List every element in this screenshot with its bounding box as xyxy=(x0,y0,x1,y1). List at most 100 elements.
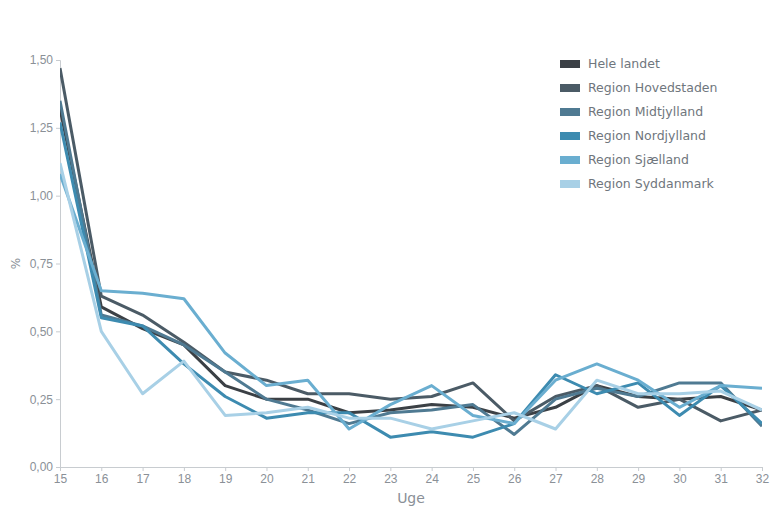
x-tick: 15 xyxy=(54,467,68,486)
chart: 15 16 17 18 19 20 21 22 23 24 25 26 27 28 29 30 31 32 0,00… xyxy=(0,0,770,513)
series-line xyxy=(60,122,762,437)
x-tick-label: 19 xyxy=(219,472,233,486)
legend-label: Region Hovedstaden xyxy=(588,80,717,95)
x-tick-mark xyxy=(597,467,598,471)
series-line xyxy=(60,174,762,429)
x-tick-label: 30 xyxy=(673,472,687,486)
legend-swatch xyxy=(560,156,580,164)
y-tick: 1,00 xyxy=(30,189,60,203)
y-tick-mark xyxy=(56,467,60,468)
x-tick: 21 xyxy=(302,467,316,486)
x-tick-mark xyxy=(225,467,226,471)
x-tick-mark xyxy=(762,467,763,471)
y-tick: 1,25 xyxy=(30,121,60,135)
legend-swatch xyxy=(560,84,580,92)
lines xyxy=(60,68,762,437)
plot: 15 16 17 18 19 20 21 22 23 24 25 26 27 28 29 30 31 32 0,00… xyxy=(30,53,770,485)
legend-item: Region Nordjylland xyxy=(560,128,706,143)
legend-label: Region Midtjylland xyxy=(588,104,703,119)
x-tick: 25 xyxy=(467,467,481,486)
x-tick: 30 xyxy=(673,467,687,486)
x-tick-mark xyxy=(266,467,267,471)
x-axis: 15 16 17 18 19 20 21 22 23 24 25 26 27 28 29 30 31 32 xyxy=(54,467,770,486)
series-line xyxy=(60,101,762,435)
legend-swatch xyxy=(560,108,580,116)
x-tick-mark xyxy=(184,467,185,471)
legend-item: Hele landet xyxy=(560,56,660,71)
x-tick-label: 17 xyxy=(136,472,150,486)
legend-item: Region Midtjylland xyxy=(560,104,703,119)
legend-swatch xyxy=(560,60,580,68)
y-tick-mark xyxy=(56,399,60,400)
x-tick: 24 xyxy=(425,467,439,486)
x-tick-mark xyxy=(556,467,557,471)
x-tick-mark xyxy=(638,467,639,471)
y-tick-mark xyxy=(56,264,60,265)
x-tick: 19 xyxy=(219,467,233,486)
y-tick-mark xyxy=(56,128,60,129)
x-tick: 28 xyxy=(591,467,605,486)
x-tick-label: 22 xyxy=(343,472,357,486)
x-tick-label: 28 xyxy=(591,472,605,486)
series-line xyxy=(60,68,762,421)
x-tick-label: 16 xyxy=(95,472,109,486)
x-axis-title: Uge xyxy=(397,490,425,506)
x-tick: 20 xyxy=(260,467,274,486)
x-tick-label: 25 xyxy=(467,472,481,486)
y-tick-label: 0,50 xyxy=(30,325,54,339)
x-tick-label: 27 xyxy=(549,472,563,486)
legend-label: Region Syddanmark xyxy=(588,176,715,191)
legend-item: Region Sjælland xyxy=(560,152,689,167)
legend-swatch xyxy=(560,132,580,140)
x-tick-label: 26 xyxy=(508,472,522,486)
series-line xyxy=(60,163,762,429)
x-tick-mark xyxy=(473,467,474,471)
x-tick-label: 31 xyxy=(715,472,729,486)
x-tick-label: 24 xyxy=(425,472,439,486)
series-line xyxy=(60,109,762,418)
x-tick-label: 29 xyxy=(632,472,646,486)
legend-label: Region Sjælland xyxy=(588,152,689,167)
y-tick-mark xyxy=(56,331,60,332)
x-tick: 16 xyxy=(95,467,109,486)
y-tick: 1,50 xyxy=(30,53,60,67)
legend-label: Region Nordjylland xyxy=(588,128,706,143)
x-tick: 23 xyxy=(384,467,398,486)
y-axis-title: % xyxy=(9,258,23,269)
legend: Hele landet Region Hovedstaden Region Midt… xyxy=(560,56,717,191)
x-tick: 32 xyxy=(756,467,770,486)
y-tick-label: 1,50 xyxy=(30,53,54,67)
x-tick-mark xyxy=(308,467,309,471)
legend-item: Region Syddanmark xyxy=(560,176,715,191)
x-tick-mark xyxy=(390,467,391,471)
y-tick: 0,25 xyxy=(30,393,60,407)
x-tick: 31 xyxy=(715,467,729,486)
x-tick-label: 32 xyxy=(756,472,770,486)
y-axis-line xyxy=(56,61,61,468)
x-tick: 29 xyxy=(632,467,646,486)
x-tick: 27 xyxy=(549,467,563,486)
legend-label: Hele landet xyxy=(588,56,660,71)
y-axis: 0,00 0,25 0,50 0,75 1,00 1,25 1,50 xyxy=(30,53,61,474)
y-tick-label: 0,25 xyxy=(30,393,54,407)
x-tick-label: 15 xyxy=(54,472,68,486)
y-tick-label: 0,75 xyxy=(30,257,54,271)
x-tick-label: 18 xyxy=(178,472,192,486)
x-tick-mark xyxy=(101,467,102,471)
y-tick-label: 1,00 xyxy=(30,189,54,203)
y-tick-mark xyxy=(56,196,60,197)
x-tick-mark xyxy=(432,467,433,471)
x-tick: 18 xyxy=(178,467,192,486)
x-tick: 26 xyxy=(508,467,522,486)
x-tick: 17 xyxy=(136,467,150,486)
x-tick: 22 xyxy=(343,467,357,486)
x-axis-line xyxy=(61,468,763,472)
x-tick-label: 21 xyxy=(302,472,316,486)
y-tick-label: 0,00 xyxy=(30,460,54,474)
x-tick-mark xyxy=(143,467,144,471)
legend-item: Region Hovedstaden xyxy=(560,80,717,95)
y-tick: 0,00 xyxy=(30,460,60,474)
x-tick-mark xyxy=(721,467,722,471)
y-tick-label: 1,25 xyxy=(30,121,54,135)
x-tick-label: 20 xyxy=(260,472,274,486)
